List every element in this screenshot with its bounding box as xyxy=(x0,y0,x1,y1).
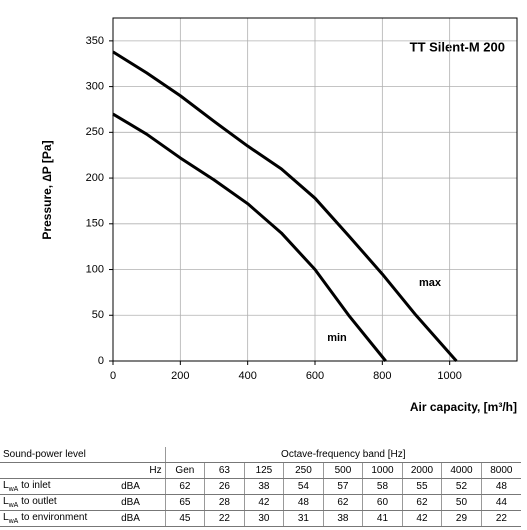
table-cell: 8000 xyxy=(480,462,521,479)
table-cell: 22 xyxy=(480,510,521,527)
table-cell: 26 xyxy=(204,478,245,495)
table-cell: 38 xyxy=(322,510,363,527)
y-tick-label: 100 xyxy=(86,263,104,275)
table-cell: 45 xyxy=(164,510,205,527)
table-cell: Hz xyxy=(118,462,166,479)
y-tick-label: 200 xyxy=(86,172,104,184)
table-cell: 48 xyxy=(283,494,324,511)
sound-table: Sound-power level Octave-frequency band [… xyxy=(0,447,521,527)
table-cell: Octave-frequency band [Hz] xyxy=(164,447,521,463)
table-cell: 55 xyxy=(401,478,442,495)
table-cell: 62 xyxy=(322,494,363,511)
table-cell xyxy=(0,462,119,479)
chart-title: TT Silent-M 200 xyxy=(410,39,505,54)
y-tick-label: 350 xyxy=(86,35,104,47)
table-cell: 38 xyxy=(243,478,284,495)
y-tick-label: 150 xyxy=(86,218,104,230)
table-cell: Gen xyxy=(164,462,205,479)
row-label-part: wA xyxy=(8,486,19,493)
table-cell: Sound-power level xyxy=(0,447,166,463)
table-cell: 31 xyxy=(283,510,324,527)
table-cell: 62 xyxy=(401,494,442,511)
table-cell: 52 xyxy=(441,478,482,495)
row-label-part: to inlet xyxy=(21,480,51,491)
table-cell: 44 xyxy=(480,494,521,511)
row-label-part: L xyxy=(3,480,9,491)
y-axis-label: Pressure, ∆P [Pa] xyxy=(40,140,54,239)
row-label-part: to outlet xyxy=(21,496,57,507)
table-cell: 42 xyxy=(401,510,442,527)
row-label-part: wA xyxy=(8,502,19,509)
x-axis-label: Air capacity, [m³/h] xyxy=(410,400,517,414)
table-cell: 54 xyxy=(283,478,324,495)
table-cell: 60 xyxy=(362,494,403,511)
table-cell: 4000 xyxy=(441,462,482,479)
table-cell: dBA xyxy=(118,510,166,527)
table-cell: 48 xyxy=(480,478,521,495)
y-tick-label: 300 xyxy=(86,81,104,93)
table-cell: LwA to environment xyxy=(0,510,119,527)
x-tick-label: 600 xyxy=(306,370,324,382)
table-cell: dBA xyxy=(118,478,166,495)
table-cell: 1000 xyxy=(362,462,403,479)
table-cell: 30 xyxy=(243,510,284,527)
y-tick-label: 250 xyxy=(86,126,104,138)
table-cell: 22 xyxy=(204,510,245,527)
plot-frame xyxy=(112,17,518,362)
table-cell: 29 xyxy=(441,510,482,527)
x-tick-label: 1000 xyxy=(437,370,461,382)
row-label-part: wA xyxy=(8,518,19,525)
table-cell: 65 xyxy=(164,494,205,511)
row-label-part: L xyxy=(3,496,9,507)
table-cell: 50 xyxy=(441,494,482,511)
row-label-part: L xyxy=(3,512,9,523)
table-cell: 250 xyxy=(283,462,324,479)
table-cell: 62 xyxy=(164,478,205,495)
table-cell: LwA to outlet xyxy=(0,494,119,511)
table-cell: 63 xyxy=(204,462,245,479)
x-tick-label: 0 xyxy=(110,370,116,382)
table-cell: 500 xyxy=(322,462,363,479)
table-row: LwA to inlet dBA 62 26 38 54 57 58 55 52 48 xyxy=(0,478,521,495)
table-cell: dBA xyxy=(118,494,166,511)
table-row: Sound-power level Octave-frequency band [… xyxy=(0,447,521,463)
table-cell: 28 xyxy=(204,494,245,511)
table-cell: 58 xyxy=(362,478,403,495)
table-row: LwA to environment dBA 45 22 30 31 38 41 42 29 22 xyxy=(0,510,521,527)
curve-label: min xyxy=(327,332,347,344)
table-cell: 57 xyxy=(322,478,363,495)
curve xyxy=(112,112,387,362)
table-row: Hz Gen 63 125 250 500 1000 2000 4000 8000 xyxy=(0,462,521,479)
y-tick-label: 0 xyxy=(98,355,104,367)
curve xyxy=(112,50,458,362)
table-cell: 41 xyxy=(362,510,403,527)
x-tick-label: 200 xyxy=(171,370,189,382)
row-label-part: to environment xyxy=(21,512,88,523)
table-row: LwA to outlet dBA 65 28 42 48 62 60 62 50 44 xyxy=(0,494,521,511)
y-tick-label: 50 xyxy=(92,309,104,321)
chart: TT Silent-M 200 Air capacity, [m³/h] Pre… xyxy=(40,17,518,414)
x-tick-label: 400 xyxy=(238,370,256,382)
table-cell: LwA to inlet xyxy=(0,478,119,495)
table-cell: 42 xyxy=(243,494,284,511)
table-cell: 125 xyxy=(243,462,284,479)
x-tick-label: 800 xyxy=(373,370,391,382)
curve-label: max xyxy=(419,277,442,289)
table-cell: 2000 xyxy=(401,462,442,479)
